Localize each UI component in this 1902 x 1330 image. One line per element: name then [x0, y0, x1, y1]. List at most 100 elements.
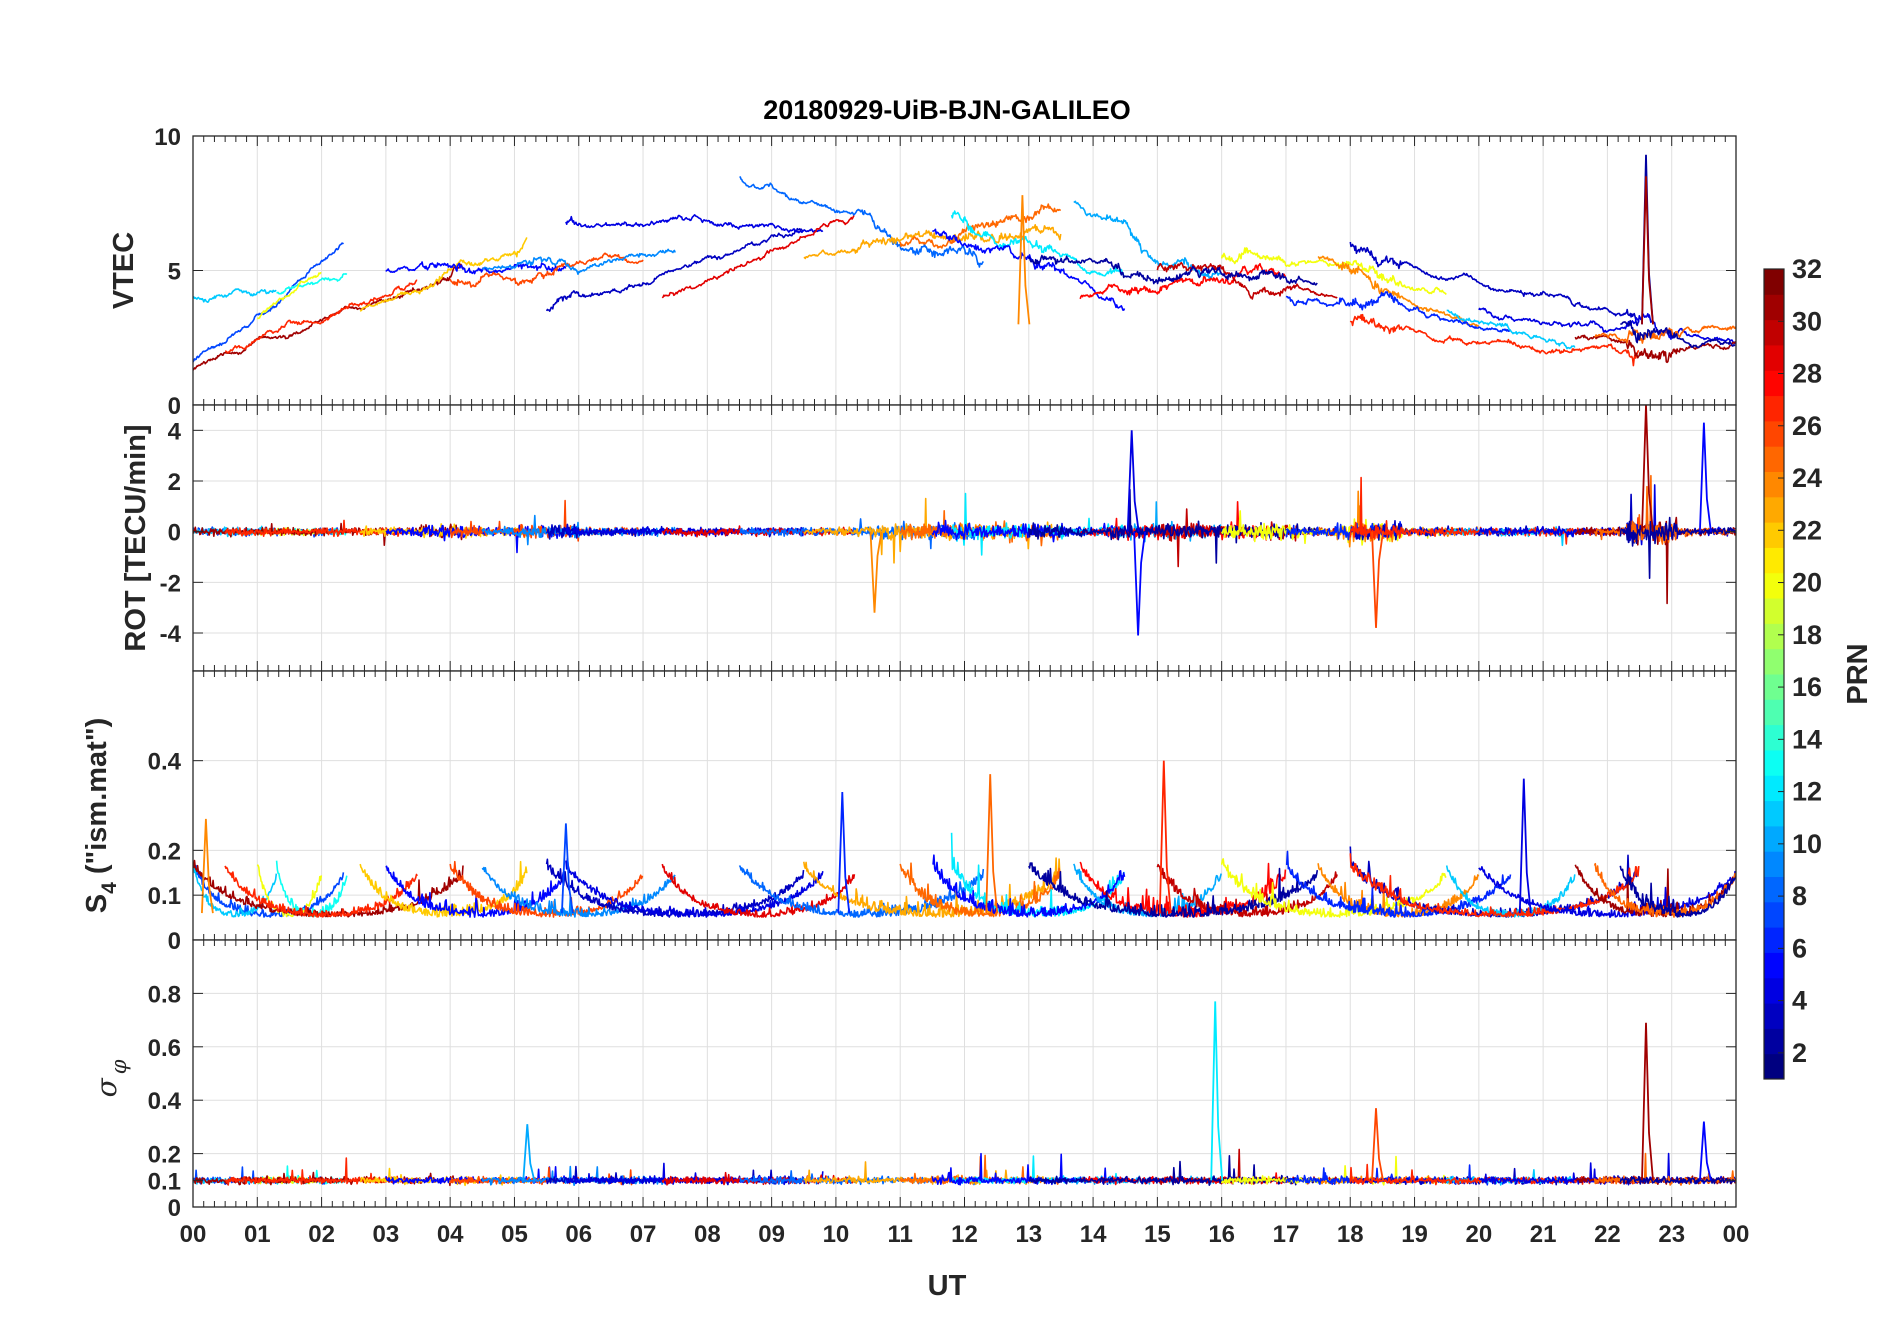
series-group	[193, 154, 1736, 371]
series-line-prn-6	[1285, 850, 1512, 918]
series-line-prn-20	[256, 864, 323, 918]
y-tick-label: 2	[168, 469, 181, 496]
colorbar-segment	[1764, 598, 1784, 624]
series-line-prn-11	[193, 288, 277, 303]
x-tick-label: 10	[823, 1221, 850, 1248]
colorbar-tick-label: 6	[1792, 933, 1807, 963]
y-tick-label: 0	[168, 1195, 181, 1222]
series-line-prn-11	[1446, 309, 1576, 350]
series-line-prn-2	[1028, 488, 1319, 564]
colorbar-segment	[1764, 648, 1784, 675]
colorbar-label: PRN	[1842, 643, 1874, 704]
colorbar-tick-label: 28	[1792, 359, 1822, 389]
panel-vtec: 0 5 10 VTEC	[108, 124, 1737, 420]
series-line-prn-23	[803, 224, 1062, 260]
series-line-prn-20	[256, 272, 322, 320]
series-group	[193, 405, 1736, 636]
colorbar-segment	[1764, 420, 1784, 447]
series-group	[193, 1001, 1736, 1187]
colorbar-segment	[1764, 572, 1784, 599]
event-spike-prn-31	[1641, 1022, 1654, 1181]
x-tick-label: 05	[501, 1221, 528, 1248]
colorbar-tick-label: 22	[1792, 515, 1822, 545]
colorbar-tick-label: 8	[1792, 881, 1807, 911]
event-spike-prn-31	[1641, 405, 1654, 532]
series-line-prn-30	[1156, 863, 1338, 918]
series-line-prn-27	[1349, 853, 1640, 918]
colorbar-segment	[1764, 851, 1784, 877]
x-tick-label: 17	[1273, 1221, 1300, 1248]
y-tick-label: 0.1	[148, 1168, 181, 1195]
x-tick-label: 03	[373, 1221, 400, 1248]
series-line-prn-9	[481, 866, 676, 918]
colorbar-segment	[1764, 699, 1784, 726]
series-line-prn-5	[932, 228, 1126, 311]
x-tick-label: 09	[758, 1221, 785, 1248]
y-axis-label-rot: ROT [TECU/min]	[120, 424, 152, 651]
colorbar-tick-label: 10	[1792, 829, 1822, 859]
colorbar-segment	[1764, 927, 1784, 953]
y-tick-label: 0.4	[148, 1088, 182, 1115]
series-line-prn-30	[1156, 261, 1338, 300]
series-line-prn-26	[449, 860, 644, 918]
series-line-prn-8	[739, 176, 984, 268]
panel-rot: -4 -2 0 2 4 ROT [TECU/min]	[120, 404, 1737, 672]
x-tick-label: 15	[1144, 1221, 1171, 1248]
colorbar-tick-label: 26	[1792, 411, 1822, 441]
colorbar-tick-label: 2	[1792, 1038, 1807, 1068]
series-line-prn-24	[1317, 255, 1480, 327]
y-axis-label-sigma: σφ	[90, 1059, 131, 1097]
series-line-prn-9	[482, 248, 676, 275]
y-tick-label: 4	[168, 418, 182, 445]
x-tick-label: 06	[565, 1221, 592, 1248]
colorbar-tick-label: 14	[1792, 724, 1822, 754]
x-tick-label: 16	[1208, 1221, 1235, 1248]
series-line-prn-2	[1619, 516, 1736, 579]
x-tick-label: 00	[180, 1221, 207, 1248]
colorbar-tick-label: 12	[1792, 777, 1822, 807]
event-spike-prn-12	[1210, 1001, 1224, 1181]
series-line-prn-2	[1619, 1175, 1736, 1185]
colorbar-segment	[1764, 1028, 1784, 1055]
colorbar-segment	[1764, 1003, 1784, 1029]
series-line-prn-20	[1220, 858, 1447, 918]
series-line-prn-8	[738, 865, 985, 918]
colorbar-segment	[1764, 294, 1784, 321]
colorbar-segment	[1764, 674, 1784, 700]
x-tick-label: 18	[1337, 1221, 1364, 1248]
y-tick-label: -4	[160, 621, 182, 648]
y-tick-label: 0.8	[148, 981, 181, 1008]
colorbar-tick-label: 4	[1792, 986, 1807, 1016]
y-tick-label: -2	[160, 570, 181, 597]
series-line-prn-27	[224, 1157, 418, 1186]
series-line-prn-25	[899, 862, 1062, 918]
series-line-prn-29	[661, 214, 855, 299]
colorbar-segment	[1764, 876, 1784, 903]
series-line-prn-3	[1349, 241, 1640, 327]
x-tick-label: 04	[437, 1221, 464, 1248]
y-tick-label: 0.6	[148, 1035, 181, 1062]
colorbar-segment	[1764, 775, 1784, 802]
colorbar-segment	[1764, 800, 1784, 827]
x-tick-label: 12	[951, 1221, 978, 1248]
series-line-prn-6	[1285, 291, 1512, 333]
event-spike-prn-26	[1371, 531, 1384, 628]
event-spike-prn-5	[1699, 422, 1712, 532]
x-axis-label: UT	[928, 1270, 967, 1302]
y-tick-label: 5	[168, 259, 181, 286]
series-line-prn-25	[899, 203, 1062, 249]
series-line-prn-24	[1317, 863, 1480, 918]
colorbar-tick-label: 24	[1792, 463, 1822, 493]
series-line-prn-7	[193, 864, 345, 918]
event-spike-prn-6	[837, 791, 851, 914]
event-spike-prn-4	[1518, 778, 1532, 914]
colorbar-segment	[1764, 395, 1784, 422]
series-line-prn-31	[1574, 333, 1736, 364]
series-line-prn-2	[1619, 865, 1736, 918]
series-line-prn-27	[224, 865, 418, 918]
x-tick-label: 19	[1401, 1221, 1428, 1248]
series-line-prn-27	[1349, 313, 1640, 367]
colorbar-segment	[1764, 952, 1784, 979]
